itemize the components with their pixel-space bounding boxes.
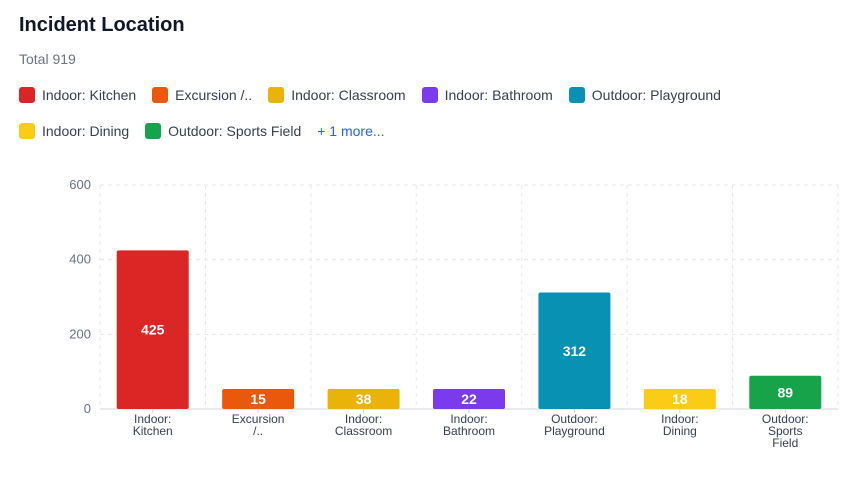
legend-swatch xyxy=(19,123,35,139)
legend-label: Indoor: Bathroom xyxy=(444,87,553,103)
bar-value-label: 425 xyxy=(141,322,165,338)
bar xyxy=(538,292,611,409)
legend-item-indoor-dining[interactable]: Indoor: Dining xyxy=(19,123,129,139)
x-tick-label: Sports xyxy=(768,424,803,438)
bar xyxy=(749,375,822,409)
x-tick-label: Playground xyxy=(544,424,605,438)
legend-swatch xyxy=(421,87,438,103)
y-tick-label: 400 xyxy=(69,252,91,267)
legend-item-indoor-bathroom[interactable]: Indoor: Bathroom xyxy=(421,87,553,103)
legend-item-outdoor-sports-field[interactable]: Outdoor: Sports Field xyxy=(145,123,301,139)
y-tick-label: 600 xyxy=(69,177,91,192)
x-tick-label: Classroom xyxy=(335,424,392,438)
x-tick-label: Outdoor: xyxy=(551,412,598,426)
bar-value-label: 22 xyxy=(461,391,477,407)
bar-value-label: 89 xyxy=(777,384,793,400)
legend-label: Outdoor: Sports Field xyxy=(168,123,302,139)
legend-row-2: Indoor: Dining Outdoor: Sports Field + 1… xyxy=(19,120,839,142)
x-tick-label: Outdoor: xyxy=(762,412,809,426)
bar xyxy=(116,250,189,409)
y-tick-label: 0 xyxy=(84,401,91,416)
legend-item-excursion[interactable]: Excursion /.. xyxy=(152,87,252,103)
x-tick-label: Field xyxy=(772,436,798,450)
bar-value-label: 312 xyxy=(563,343,587,359)
bar xyxy=(433,389,505,409)
legend-label: Indoor: Classroom xyxy=(291,87,406,103)
legend-more-link[interactable]: + 1 more... xyxy=(317,123,385,139)
x-tick-label: Indoor: xyxy=(345,412,382,426)
legend-label: Outdoor: Playground xyxy=(591,87,721,103)
legend-row-1: Indoor: Kitchen Excursion /.. Indoor: Cl… xyxy=(19,84,839,106)
bar-value-label: 38 xyxy=(356,391,372,407)
total-count: Total 919 xyxy=(19,51,76,67)
legend-swatch xyxy=(152,87,169,103)
legend-swatch xyxy=(145,123,162,139)
bar-value-label: 18 xyxy=(672,391,688,407)
legend-label: Excursion /.. xyxy=(175,87,253,103)
bar-value-label: 15 xyxy=(250,391,266,407)
legend-swatch xyxy=(568,87,585,103)
chart-title: Incident Location xyxy=(19,14,185,36)
x-tick-label: Indoor: xyxy=(661,412,698,426)
x-tick-label: Indoor: xyxy=(134,412,171,426)
legend-item-indoor-kitchen[interactable]: Indoor: Kitchen xyxy=(19,87,136,103)
chart-legend: Indoor: Kitchen Excursion /.. Indoor: Cl… xyxy=(19,84,839,156)
x-tick-label: Dining xyxy=(663,424,697,438)
legend-label: Indoor: Dining xyxy=(42,123,130,139)
x-tick-label: /.. xyxy=(253,424,263,438)
x-tick-label: Indoor: xyxy=(450,412,487,426)
x-tick-label: Bathroom xyxy=(443,424,495,438)
y-tick-label: 200 xyxy=(69,326,91,341)
x-tick-label: Kitchen xyxy=(133,424,173,438)
bar xyxy=(222,389,295,409)
legend-swatch xyxy=(19,87,35,103)
bar xyxy=(327,389,400,409)
bar xyxy=(643,389,716,409)
x-tick-label: Excursion xyxy=(232,412,285,426)
legend-label: Indoor: Kitchen xyxy=(42,87,137,103)
legend-swatch xyxy=(268,87,285,103)
legend-item-indoor-classroom[interactable]: Indoor: Classroom xyxy=(268,87,406,103)
legend-item-outdoor-playground[interactable]: Outdoor: Playground xyxy=(568,87,721,103)
